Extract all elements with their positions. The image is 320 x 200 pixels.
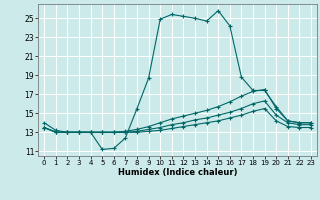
X-axis label: Humidex (Indice chaleur): Humidex (Indice chaleur) (118, 168, 237, 177)
